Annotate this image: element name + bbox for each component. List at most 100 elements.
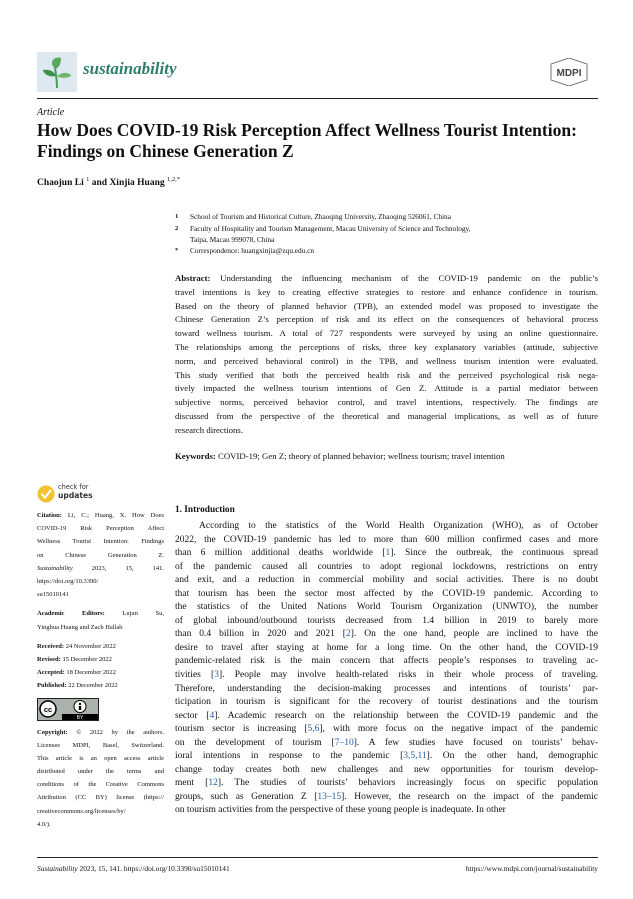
copyright-line: conditions of the Creative Commons [37, 781, 164, 789]
paper-title: How Does COVID-19 Risk Perception Affect… [37, 120, 577, 161]
abstract-label: Abstract: [175, 273, 211, 283]
reference-link[interactable]: 4 [209, 710, 215, 721]
header-rule [37, 98, 598, 99]
paragraph-line: that tourism has been the sector most af… [175, 588, 598, 599]
editors-line: Academic Editors: Lujun Su, [37, 607, 164, 620]
editors-label: Academic Editors: [37, 610, 105, 618]
author-name: Chaojun Li [37, 178, 84, 189]
date-label: Revised: [37, 656, 61, 664]
paragraph-line: than 6 million additional deaths worldwi… [175, 548, 598, 559]
affiliation: * Correspondence: huangxinjia@zqu.edu.cn [175, 245, 600, 256]
paragraph-line: tivities [3]. People may involve health-… [175, 670, 598, 681]
date-label: Published: [37, 682, 67, 690]
copyright-line: Copyright: © 2022 by the authors. [37, 726, 164, 739]
date-published: Published: 22 December 2022 [37, 679, 164, 692]
copyright-text: © 2022 by the authors. [67, 729, 164, 736]
affiliation-line: School of Tourism and Historical Culture… [190, 212, 451, 221]
publisher-name: MDPI [557, 68, 582, 79]
sprout-leaf-icon [37, 52, 77, 92]
footer-citation-text[interactable]: Sustainability 2023, 15, 141. https://do… [37, 864, 230, 873]
abstract-text: Understanding the influencing mechanism … [210, 273, 598, 283]
affiliation: 2 Faculty of Hospitality and Tourism Mana… [175, 223, 600, 245]
editors-text: Lujun Su, [104, 610, 164, 618]
author-affiliation: 1 [86, 176, 90, 183]
reference-link[interactable]: 3 [214, 670, 219, 681]
citation-text: Li, C.; Huang, X. How Does [61, 512, 164, 519]
reference-link[interactable]: 2 [345, 629, 351, 640]
abstract-line: The relationships among the perceptions … [175, 341, 598, 352]
keywords: Keywords: COVID-19; Gen Z; theory of pla… [175, 451, 598, 461]
footer-journal-url[interactable]: https://www.mdpi.com/journal/sustainabil… [465, 864, 598, 873]
paragraph-line: the statistics of the United Nations Wor… [175, 602, 598, 613]
reference-link[interactable]: 5,6 [307, 724, 320, 735]
abstract-line: norm, and perceived behavioral control) … [175, 355, 598, 366]
copyright-line: distributed under the terms and [37, 768, 164, 776]
reference-link[interactable]: 1 [385, 548, 391, 559]
paragraph-line: 2022, the COVID-19 pandemic has led to m… [175, 534, 598, 545]
citation-line: Citation: Li, C.; Huang, X. How Does [37, 509, 164, 522]
paragraph-line: ment [12]. The studies of tourists’ beha… [175, 778, 599, 789]
abstract-line: Based on the theory of planned behavior … [175, 300, 598, 311]
date-value: 24 November 2022 [64, 642, 116, 650]
article-type: Article [37, 107, 65, 118]
check-for-updates-button[interactable]: check for updates [37, 483, 93, 508]
mdpi-logo: MDPI [549, 57, 589, 87]
copyright-label: Copyright: [37, 729, 68, 736]
introduction-body: According to the statistics of the World… [175, 520, 598, 818]
date-value: 22 December 2022 [66, 682, 118, 690]
citation-line: Wellness Tourist Intention: Findings [37, 538, 164, 546]
citation-line: COVID-19 Risk Perception Affect [37, 525, 164, 533]
sidebar-metadata: Citation: Li, C.; Huang, X. How Does COVI… [37, 509, 164, 693]
citation-line: su15010141 [37, 591, 69, 599]
copyright-line: Licensee MDPI, Basel, Switzerland. [37, 742, 164, 750]
author-separator: and [89, 178, 110, 189]
cc-by-license-badge[interactable]: cc BY [37, 698, 99, 721]
abstract-line: This study verified that both the percei… [175, 369, 598, 380]
reference-link[interactable]: 3,5,11 [403, 751, 427, 762]
date-label: Accepted: [37, 669, 65, 677]
footer-citation: Sustainability 2023, 15, 141. https://do… [37, 864, 230, 873]
editors-line: Yinghua Huang and Zach Hallab [37, 623, 123, 631]
citation-line: on Chinese Generation Z. [37, 551, 164, 559]
affiliation-line: Faculty of Hospitality and Tourism Manag… [190, 223, 471, 233]
author-list: Chaojun Li 1 and Xinjia Huang 1,2,* [37, 176, 180, 188]
svg-text:cc: cc [44, 705, 52, 714]
paragraph-line: of the pandemic caused all countries to … [175, 561, 598, 572]
paragraph-line: sector [4]. Academic research on the rel… [175, 710, 598, 721]
svg-text:BY: BY [77, 715, 84, 720]
citation-label: Citation: [37, 512, 62, 519]
date-revised: Revised: 15 December 2022 [37, 653, 164, 666]
keywords-text: COVID-19; Gen Z; theory of planned behav… [215, 451, 505, 461]
copyright-notice: Copyright: © 2022 by the authors. License… [37, 726, 164, 831]
copyright-line: 4.0/). [37, 820, 51, 828]
reference-link[interactable]: 7–10 [334, 737, 354, 748]
copyright-line: creativecommons.org/licenses/by/ [37, 807, 126, 815]
check-label: check for [58, 483, 89, 491]
abstract: Abstract: Understanding the influencing … [175, 272, 598, 438]
affiliation-line: Correspondence: huangxinjia@zqu.edu.cn [190, 246, 315, 255]
abstract-line: tively impacted the wellness tourism int… [175, 383, 598, 394]
date-accepted: Accepted: 18 December 2022 [37, 666, 164, 679]
reference-link[interactable]: 12 [208, 778, 218, 789]
paragraph-line: of global inbound/outbound tourists decr… [175, 615, 598, 626]
reference-link[interactable]: 13–15 [317, 791, 342, 802]
paragraph-line: on tourism activities from the perspecti… [175, 805, 506, 816]
date-value: 18 December 2022 [64, 669, 116, 677]
check-badge-icon [37, 485, 55, 503]
paragraph-line: pandemic-related risk is the main concer… [175, 656, 598, 667]
paragraph-line: desire to travel after staying at home f… [175, 642, 598, 653]
keywords-label: Keywords: [175, 451, 216, 461]
abstract-line: travel intentions is key to creating eff… [175, 286, 598, 297]
footer-rule [37, 857, 598, 859]
author-name: Xinjia Huang [109, 178, 165, 189]
journal-name: sustainability [83, 59, 177, 78]
paragraph-line: than 0.4 billion in 2020 and 2021 [2]. O… [175, 629, 598, 640]
section-heading: 1. Introduction [175, 505, 235, 515]
affiliation-number: * [175, 247, 179, 254]
paragraph-line: on the development of tourism [7–10]. A … [175, 737, 598, 748]
updates-label: updates [58, 490, 93, 500]
paragraph-line: According to the statistics of the World… [199, 521, 598, 531]
abstract-line: toward wellness tourism. A total of 727 … [175, 328, 598, 339]
paragraph-line: groups, such as Generation Z [13–15]. Ho… [175, 791, 598, 802]
citation-line: Sustainability 2023, 15, 141. [37, 564, 164, 572]
